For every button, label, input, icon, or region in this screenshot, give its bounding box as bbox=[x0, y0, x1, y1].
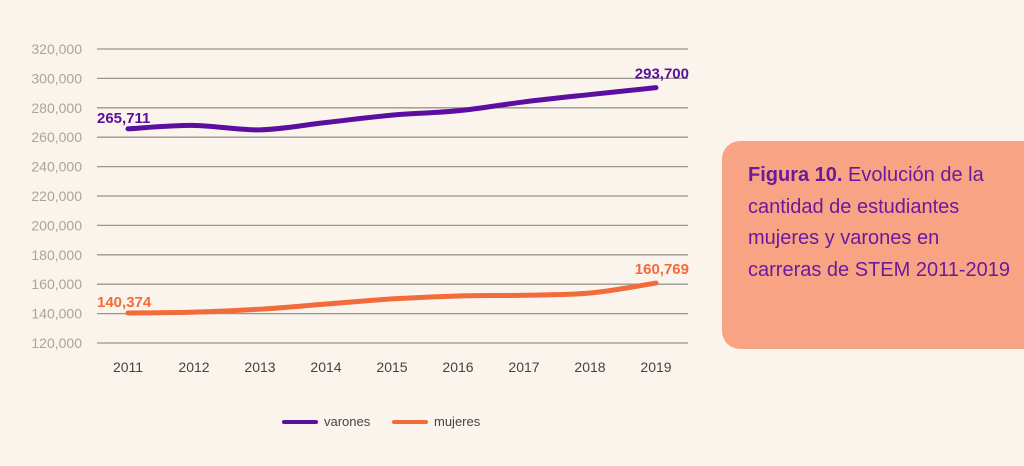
data-label-mujeres-first: 140,374 bbox=[97, 294, 152, 311]
y-tick-label: 200,000 bbox=[31, 217, 82, 233]
figure-label: Figura 10. bbox=[748, 164, 843, 186]
legend-item-mujeres: mujeres bbox=[392, 414, 480, 429]
legend-label-varones: varones bbox=[324, 414, 371, 429]
legend-item-varones: varones bbox=[282, 414, 370, 429]
y-tick-label: 280,000 bbox=[31, 100, 82, 116]
y-tick-label: 180,000 bbox=[31, 247, 82, 263]
data-label-varones-first: 265,711 bbox=[97, 110, 150, 127]
data-label-varones-last: 293,700 bbox=[635, 66, 689, 83]
series-line-varones bbox=[125, 85, 659, 133]
x-tick-label: 2015 bbox=[376, 359, 407, 375]
x-tick-label: 2017 bbox=[508, 359, 539, 375]
legend-label-mujeres: mujeres bbox=[434, 414, 481, 429]
series-line-mujeres bbox=[125, 280, 659, 316]
y-tick-label: 120,000 bbox=[31, 335, 82, 351]
x-tick-label: 2011 bbox=[113, 359, 143, 375]
y-tick-label: 320,000 bbox=[31, 41, 82, 57]
x-tick-label: 2013 bbox=[244, 359, 275, 375]
y-tick-label: 300,000 bbox=[31, 70, 82, 86]
figure-caption: Figura 10. Evolución de la cantidad de e… bbox=[748, 160, 1010, 286]
legend-swatch-varones bbox=[282, 419, 318, 424]
figure-caption-text: Evolución de la cantidad de estudiantes … bbox=[748, 164, 1010, 281]
y-tick-label: 240,000 bbox=[31, 159, 82, 175]
data-label-mujeres-last: 160,769 bbox=[635, 261, 689, 278]
y-tick-label: 260,000 bbox=[31, 129, 82, 145]
legend-swatch-mujeres bbox=[392, 419, 428, 424]
x-tick-label: 2012 bbox=[178, 359, 209, 375]
caption-panel bbox=[722, 141, 1024, 349]
y-tick-label: 140,000 bbox=[31, 306, 82, 322]
x-tick-label: 2019 bbox=[640, 359, 671, 375]
x-tick-label: 2018 bbox=[574, 359, 605, 375]
x-tick-label: 2014 bbox=[310, 359, 341, 375]
y-tick-label: 220,000 bbox=[31, 188, 82, 204]
x-tick-label: 2016 bbox=[442, 359, 473, 375]
y-tick-label: 160,000 bbox=[31, 276, 82, 292]
